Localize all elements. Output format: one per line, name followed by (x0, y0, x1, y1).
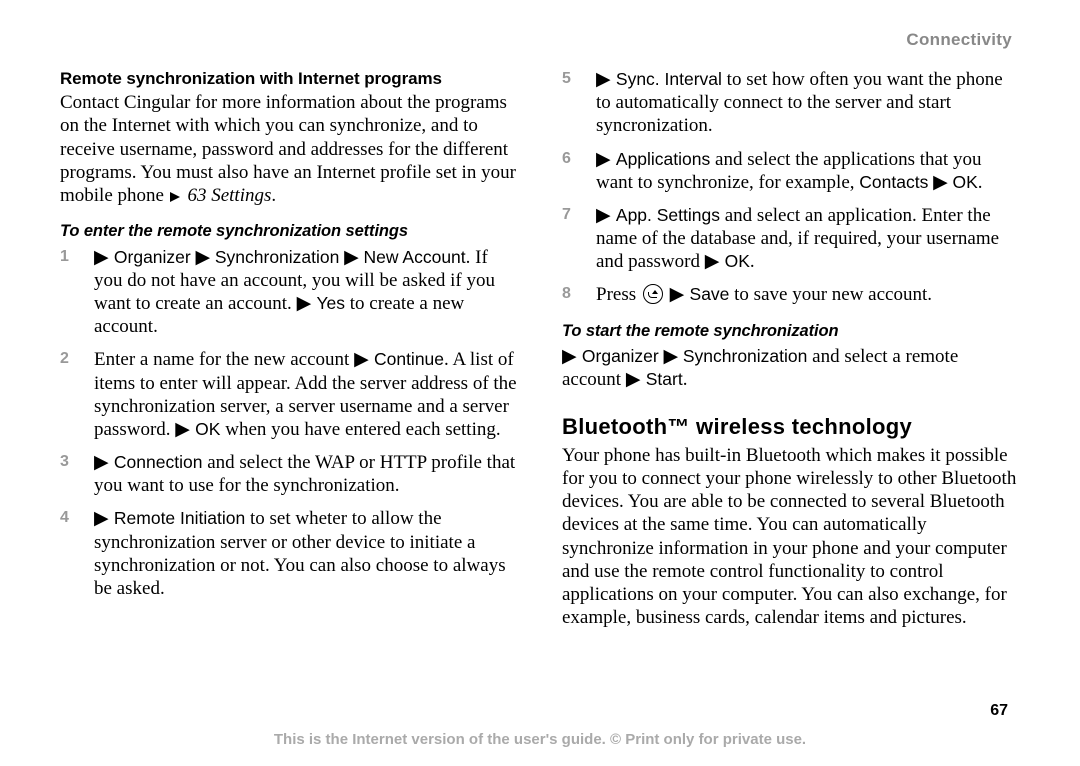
body-text: . (683, 369, 688, 390)
step-text: Press (596, 284, 641, 305)
step-body: ▶ App. Settings and select an applicatio… (596, 204, 1020, 274)
start-sync-heading: To start the remote synchronization (562, 321, 1020, 342)
triangle-icon: ▶ (195, 247, 210, 268)
menu-remote-init: Remote Initiation (114, 508, 245, 528)
step-7: 7 ▶ App. Settings and select an applicat… (562, 204, 1020, 274)
page-number: 67 (990, 702, 1008, 720)
settings-ref: 63 Settings (187, 185, 271, 206)
triangle-icon: ▶ (344, 247, 359, 268)
menu-organizer: Organizer (582, 346, 659, 366)
menu-new-account: New Account (364, 247, 466, 267)
menu-sync: Synchronization (215, 247, 340, 267)
menu-start: Start (646, 369, 683, 389)
remote-sync-intro: Contact Cingular for more information ab… (60, 91, 518, 207)
enter-settings-steps-cont: 5 ▶ Sync. Interval to set how often you … (562, 68, 1020, 307)
triangle-icon: ▶ (596, 149, 616, 170)
step-text: Enter a name for the new account (94, 349, 354, 370)
menu-app-settings: App. Settings (616, 205, 720, 225)
intro-end: . (271, 185, 276, 206)
step-number: 5 (562, 68, 596, 138)
triangle-icon: ▶ (562, 346, 582, 367)
step-body: ▶ Applications and select the applicatio… (596, 148, 1020, 194)
triangle-icon: ▶ (663, 346, 678, 367)
menu-ok: OK (952, 172, 977, 192)
step-body: ▶ Sync. Interval to set how often you wa… (596, 68, 1020, 138)
menu-contacts: Contacts (859, 172, 928, 192)
arrow-icon (170, 192, 180, 202)
step-8: 8 Press ▶ Save to save your new account. (562, 283, 1020, 306)
step-body: ▶ Organizer ▶ Synchronization ▶ New Acco… (94, 246, 518, 339)
triangle-icon: ▶ (354, 349, 374, 370)
step-text: . (750, 251, 755, 272)
step-1: 1 ▶ Organizer ▶ Synchronization ▶ New Ac… (60, 246, 518, 339)
triangle-icon: ▶ (705, 251, 725, 272)
step-body: ▶ Remote Initiation to set wheter to all… (94, 507, 518, 600)
menu-continue: Continue (374, 349, 444, 369)
menu-ok: OK (725, 251, 750, 271)
step-number: 8 (562, 283, 596, 306)
step-text: . (978, 172, 983, 193)
menu-organizer: Organizer (114, 247, 191, 267)
bluetooth-body: Your phone has built-in Bluetooth which … (562, 444, 1020, 629)
triangle-icon: ▶ (94, 508, 114, 529)
step-number: 2 (60, 348, 94, 441)
triangle-icon: ▶ (933, 172, 948, 193)
back-button-icon (643, 284, 663, 304)
step-number: 3 (60, 451, 94, 497)
triangle-icon: ▶ (94, 247, 114, 268)
triangle-icon: ▶ (297, 293, 317, 314)
menu-sync-interval: Sync. Interval (616, 69, 722, 89)
triangle-icon: ▶ (94, 452, 114, 473)
step-2: 2 Enter a name for the new account ▶ Con… (60, 348, 518, 441)
menu-applications: Applications (616, 149, 710, 169)
step-number: 6 (562, 148, 596, 194)
menu-yes: Yes (316, 293, 345, 313)
remote-sync-heading: Remote synchronization with Internet pro… (60, 68, 518, 89)
right-column: 5 ▶ Sync. Interval to set how often you … (562, 68, 1020, 629)
step-number: 1 (60, 246, 94, 339)
step-body: Enter a name for the new account ▶ Conti… (94, 348, 518, 441)
step-4: 4 ▶ Remote Initiation to set wheter to a… (60, 507, 518, 600)
triangle-icon: ▶ (596, 69, 616, 90)
step-text: to save your new account. (729, 284, 932, 305)
enter-settings-steps: 1 ▶ Organizer ▶ Synchronization ▶ New Ac… (60, 246, 518, 600)
step-number: 7 (562, 204, 596, 274)
intro-text: Contact Cingular for more information ab… (60, 92, 516, 206)
step-text: when you have entered each setting. (220, 419, 500, 440)
footer-notice: This is the Internet version of the user… (0, 731, 1080, 748)
step-3: 3 ▶ Connection and select the WAP or HTT… (60, 451, 518, 497)
triangle-icon: ▶ (670, 284, 690, 305)
menu-sync: Synchronization (683, 346, 808, 366)
content-columns: Remote synchronization with Internet pro… (60, 68, 1020, 629)
triangle-icon: ▶ (175, 419, 195, 440)
step-body: ▶ Connection and select the WAP or HTTP … (94, 451, 518, 497)
left-column: Remote synchronization with Internet pro… (60, 68, 518, 629)
step-6: 6 ▶ Applications and select the applicat… (562, 148, 1020, 194)
triangle-icon: ▶ (596, 205, 616, 226)
menu-save: Save (690, 284, 730, 304)
step-body: Press ▶ Save to save your new account. (596, 283, 1020, 306)
bluetooth-heading: Bluetooth™ wireless technology (562, 414, 1020, 440)
enter-settings-heading: To enter the remote synchronization sett… (60, 221, 518, 242)
menu-ok: OK (195, 419, 220, 439)
start-sync-body: ▶ Organizer ▶ Synchronization and select… (562, 345, 1020, 391)
page-header: Connectivity (60, 30, 1020, 50)
step-number: 4 (60, 507, 94, 600)
menu-connection: Connection (114, 452, 203, 472)
triangle-icon: ▶ (626, 369, 646, 390)
step-5: 5 ▶ Sync. Interval to set how often you … (562, 68, 1020, 138)
